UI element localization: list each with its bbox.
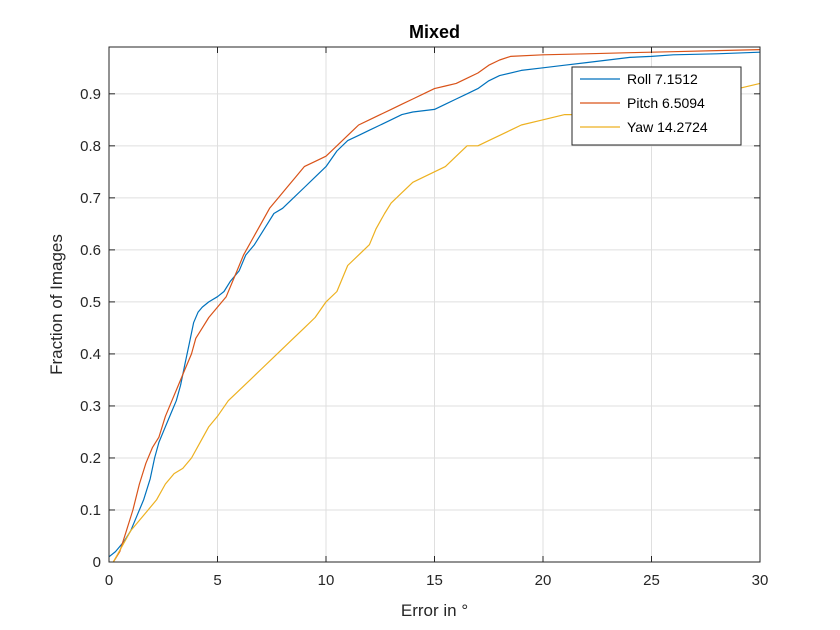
x-tick-label: 10 <box>318 572 335 589</box>
series-line-roll <box>108 51 761 558</box>
legend: Roll 7.1512 Pitch 6.5094 Yaw 14.2724 <box>571 66 742 146</box>
series-line-pitch <box>112 49 761 563</box>
x-tick-label: 20 <box>535 572 552 589</box>
chart-title: Mixed <box>409 22 460 42</box>
x-axis-label: Error in ° <box>401 601 468 620</box>
y-tick-label: 0.1 <box>80 502 101 519</box>
y-tick-label: 0.2 <box>80 450 101 467</box>
y-tick-label: 0.5 <box>80 294 101 311</box>
y-axis-label: Fraction of Images <box>47 234 66 375</box>
y-tick-label: 0.4 <box>80 346 101 363</box>
x-tick-label: 25 <box>643 572 660 589</box>
legend-label-pitch: Pitch 6.5094 <box>627 95 705 111</box>
y-tick-label: 0 <box>93 554 101 571</box>
tick-labels: 0 5 10 15 20 25 30 0 0.1 0.2 0.3 0.4 0.5 0.6 0.7 0.8 0.9 <box>80 86 768 589</box>
legend-label-yaw: Yaw 14.2724 <box>627 119 708 135</box>
x-tick-label: 5 <box>213 572 221 589</box>
y-tick-label: 0.9 <box>80 86 101 103</box>
ticks <box>108 47 761 563</box>
y-tick-label: 0.7 <box>80 190 101 207</box>
x-tick-label: 0 <box>105 572 113 589</box>
x-tick-label: 30 <box>752 572 769 589</box>
x-tick-label: 15 <box>426 572 443 589</box>
y-tick-label: 0.8 <box>80 138 101 155</box>
legend-label-roll: Roll 7.1512 <box>627 71 698 87</box>
legend-box <box>571 66 742 146</box>
y-tick-label: 0.6 <box>80 242 101 259</box>
y-tick-label: 0.3 <box>80 398 101 415</box>
